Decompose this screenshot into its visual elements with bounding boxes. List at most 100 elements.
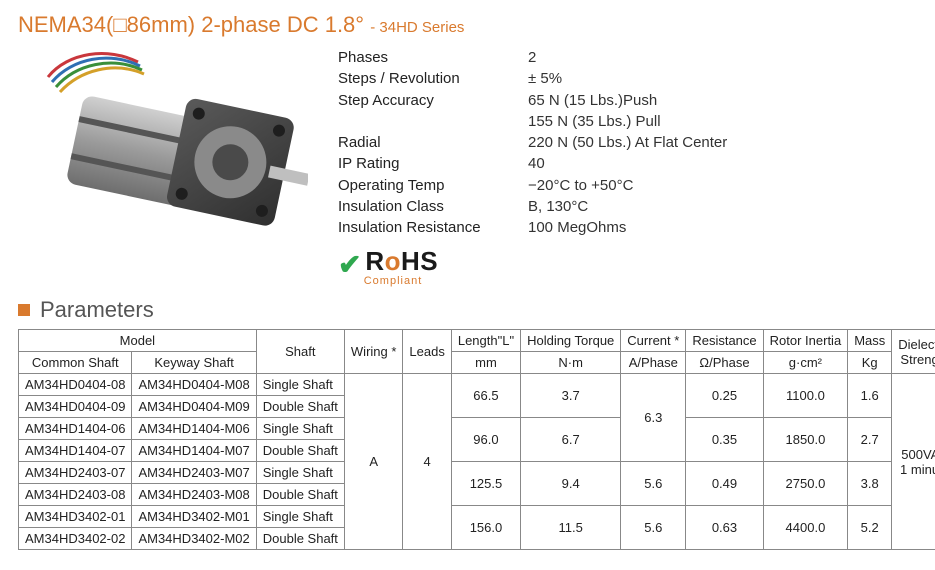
table-cell: 5.2 [848,506,892,550]
spec-label: Operating Temp [338,176,528,196]
table-cell: AM34HD3402-02 [19,528,132,550]
table-cell: 1850.0 [763,418,848,462]
table-cell: AM34HD0404-08 [19,374,132,396]
product-photo [18,42,308,257]
th-keyway: Keyway Shaft [132,352,256,374]
th-inertia: Rotor Inertia [763,330,848,352]
title-series: - 34HD Series [370,19,464,36]
th-dielectric: Dielectric Strength [892,330,935,374]
th-mass-u: Kg [848,352,892,374]
rohs-hs: HS [401,246,438,276]
table-cell: 1.6 [848,374,892,418]
table-cell: 156.0 [451,506,520,550]
table-cell: Double Shaft [256,440,344,462]
parameters-table: Model Shaft Wiring * Leads Length"L" Hol… [18,329,935,550]
spec-label: Steps / Revolution [338,69,528,89]
th-leads: Leads [403,330,451,374]
spec-block: Phases2Steps / Revolution± 5%Step Accura… [338,42,917,287]
table-row: AM34HD1404-06AM34HD1404-M06Single Shaft9… [19,418,935,440]
th-current-u: A/Phase [621,352,686,374]
th-torque: Holding Torque [521,330,621,352]
th-mass: Mass [848,330,892,352]
table-cell: 2750.0 [763,462,848,506]
table-cell: AM34HD0404-M08 [132,374,256,396]
table-cell: Double Shaft [256,528,344,550]
table-cell: AM34HD3402-M01 [132,506,256,528]
table-cell: 1100.0 [763,374,848,418]
table-cell: 66.5 [451,374,520,418]
table-cell: 500VAC 1 minute [892,374,935,550]
table-cell: Single Shaft [256,374,344,396]
table-cell: Single Shaft [256,506,344,528]
table-row: AM34HD2403-07AM34HD2403-M07Single Shaft1… [19,462,935,484]
table-cell: 5.6 [621,506,686,550]
spec-value: −20°C to +50°C [528,176,917,196]
title-main: NEMA34(□86mm) 2-phase DC 1.8° [18,12,364,37]
spec-value: 40 [528,154,917,174]
th-torque-u: N·m [521,352,621,374]
th-shaft: Shaft [256,330,344,374]
table-cell: 4 [403,374,451,550]
table-cell: 125.5 [451,462,520,506]
table-cell: Double Shaft [256,484,344,506]
table-cell: Double Shaft [256,396,344,418]
top-row: Phases2Steps / Revolution± 5%Step Accura… [18,42,917,287]
spec-label: Insulation Resistance [338,218,528,238]
table-cell: AM34HD1404-07 [19,440,132,462]
table-row: AM34HD3402-01AM34HD3402-M01Single Shaft1… [19,506,935,528]
table-cell: Single Shaft [256,462,344,484]
spec-label: Step Accuracy [338,91,528,111]
table-cell: 9.4 [521,462,621,506]
rohs-badge: ✔ RoHS Compliant [338,246,448,287]
table-cell: 2.7 [848,418,892,462]
spec-value: 100 MegOhms [528,218,917,238]
th-inertia-u: g·cm² [763,352,848,374]
page-title: NEMA34(□86mm) 2-phase DC 1.8° - 34HD Ser… [18,12,917,38]
spec-value: ± 5% [528,69,917,89]
table-cell: AM34HD0404-09 [19,396,132,418]
check-icon: ✔ [338,249,361,280]
table-cell: AM34HD2403-M07 [132,462,256,484]
table-cell: A [344,374,403,550]
spec-value: 2 [528,48,917,68]
spec-label: Phases [338,48,528,68]
table-cell: 3.8 [848,462,892,506]
square-bullet-icon [18,304,30,316]
spec-value: 220 N (50 Lbs.) At Flat Center [528,133,917,153]
table-cell: 0.49 [686,462,763,506]
table-cell: AM34HD3402-01 [19,506,132,528]
section-header: Parameters [18,297,917,323]
spec-label: Radial [338,133,528,153]
rohs-o: o [385,246,401,276]
table-cell: 96.0 [451,418,520,462]
table-cell: 0.25 [686,374,763,418]
table-cell: AM34HD1404-M06 [132,418,256,440]
table-cell: AM34HD3402-M02 [132,528,256,550]
table-cell: 3.7 [521,374,621,418]
th-resistance-u: Ω/Phase [686,352,763,374]
table-cell: AM34HD2403-08 [19,484,132,506]
spec-label: IP Rating [338,154,528,174]
spec-value: 65 N (15 Lbs.)Push [528,91,917,111]
table-cell: 5.6 [621,462,686,506]
table-cell: 0.35 [686,418,763,462]
th-resistance: Resistance [686,330,763,352]
th-length-u: mm [451,352,520,374]
th-length: Length"L" [451,330,520,352]
table-cell: 4400.0 [763,506,848,550]
table-cell: 6.3 [621,374,686,462]
spec-value: B, 130°C [528,197,917,217]
table-cell: AM34HD1404-06 [19,418,132,440]
th-common: Common Shaft [19,352,132,374]
table-cell: 6.7 [521,418,621,462]
table-cell: 0.63 [686,506,763,550]
th-model: Model [19,330,257,352]
spec-value: 155 N (35 Lbs.) Pull [528,112,917,132]
th-wiring: Wiring * [344,330,403,374]
th-current: Current * [621,330,686,352]
table-cell: AM34HD2403-07 [19,462,132,484]
section-title: Parameters [40,297,154,323]
table-cell: AM34HD2403-M08 [132,484,256,506]
rohs-r: R [365,246,384,276]
table-cell: AM34HD0404-M09 [132,396,256,418]
